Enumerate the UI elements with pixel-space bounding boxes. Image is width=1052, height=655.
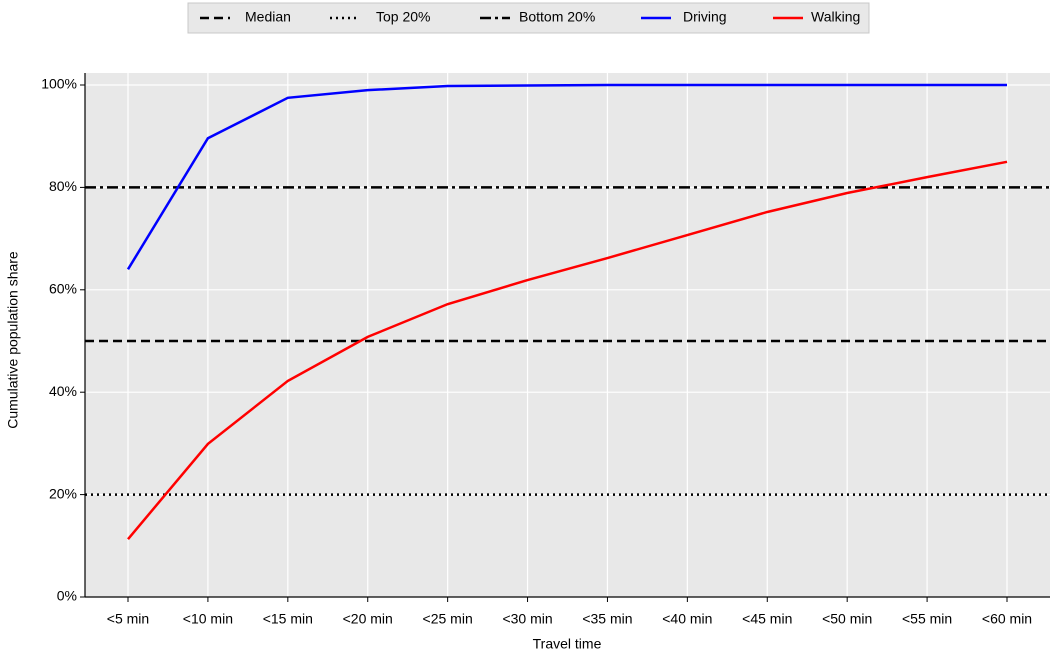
x-tick-label: <5 min (107, 611, 149, 627)
marks (85, 83, 1050, 540)
plot-background (85, 73, 1050, 597)
y-tick-label: 40% (49, 383, 77, 399)
legend (187, 2, 870, 34)
legend-label: Driving (683, 9, 727, 25)
legend-label: Median (245, 9, 291, 25)
line-series (127, 160, 1008, 540)
legend-label: Walking (811, 9, 860, 25)
line-series (126, 83, 1007, 270)
x-tick-label: <15 min (263, 611, 313, 627)
x-axis-label: Travel time (533, 636, 602, 652)
x-tick-label: <30 min (502, 611, 552, 627)
x-tick-label: <25 min (423, 611, 473, 627)
x-tick-label: <55 min (902, 611, 952, 627)
y-tick-label: 80% (49, 178, 77, 194)
x-tick-label: <45 min (742, 611, 792, 627)
y-tick-label: 20% (49, 485, 77, 501)
x-tick-label: <20 min (343, 611, 393, 627)
x-tick-label: <60 min (982, 611, 1032, 627)
y-tick-label: 60% (49, 281, 77, 297)
x-tick-label: <50 min (822, 611, 872, 627)
x-tick-label: <35 min (582, 611, 632, 627)
y-axis-label: Cumulative population share (5, 251, 21, 429)
legend-label: Bottom 20% (519, 9, 595, 25)
x-tick-label: <10 min (183, 611, 233, 627)
y-tick-label: 0% (57, 588, 77, 604)
x-tick-label: <40 min (662, 611, 712, 627)
legend-label: Top 20% (376, 9, 430, 25)
y-tick-label: 100% (41, 76, 77, 92)
